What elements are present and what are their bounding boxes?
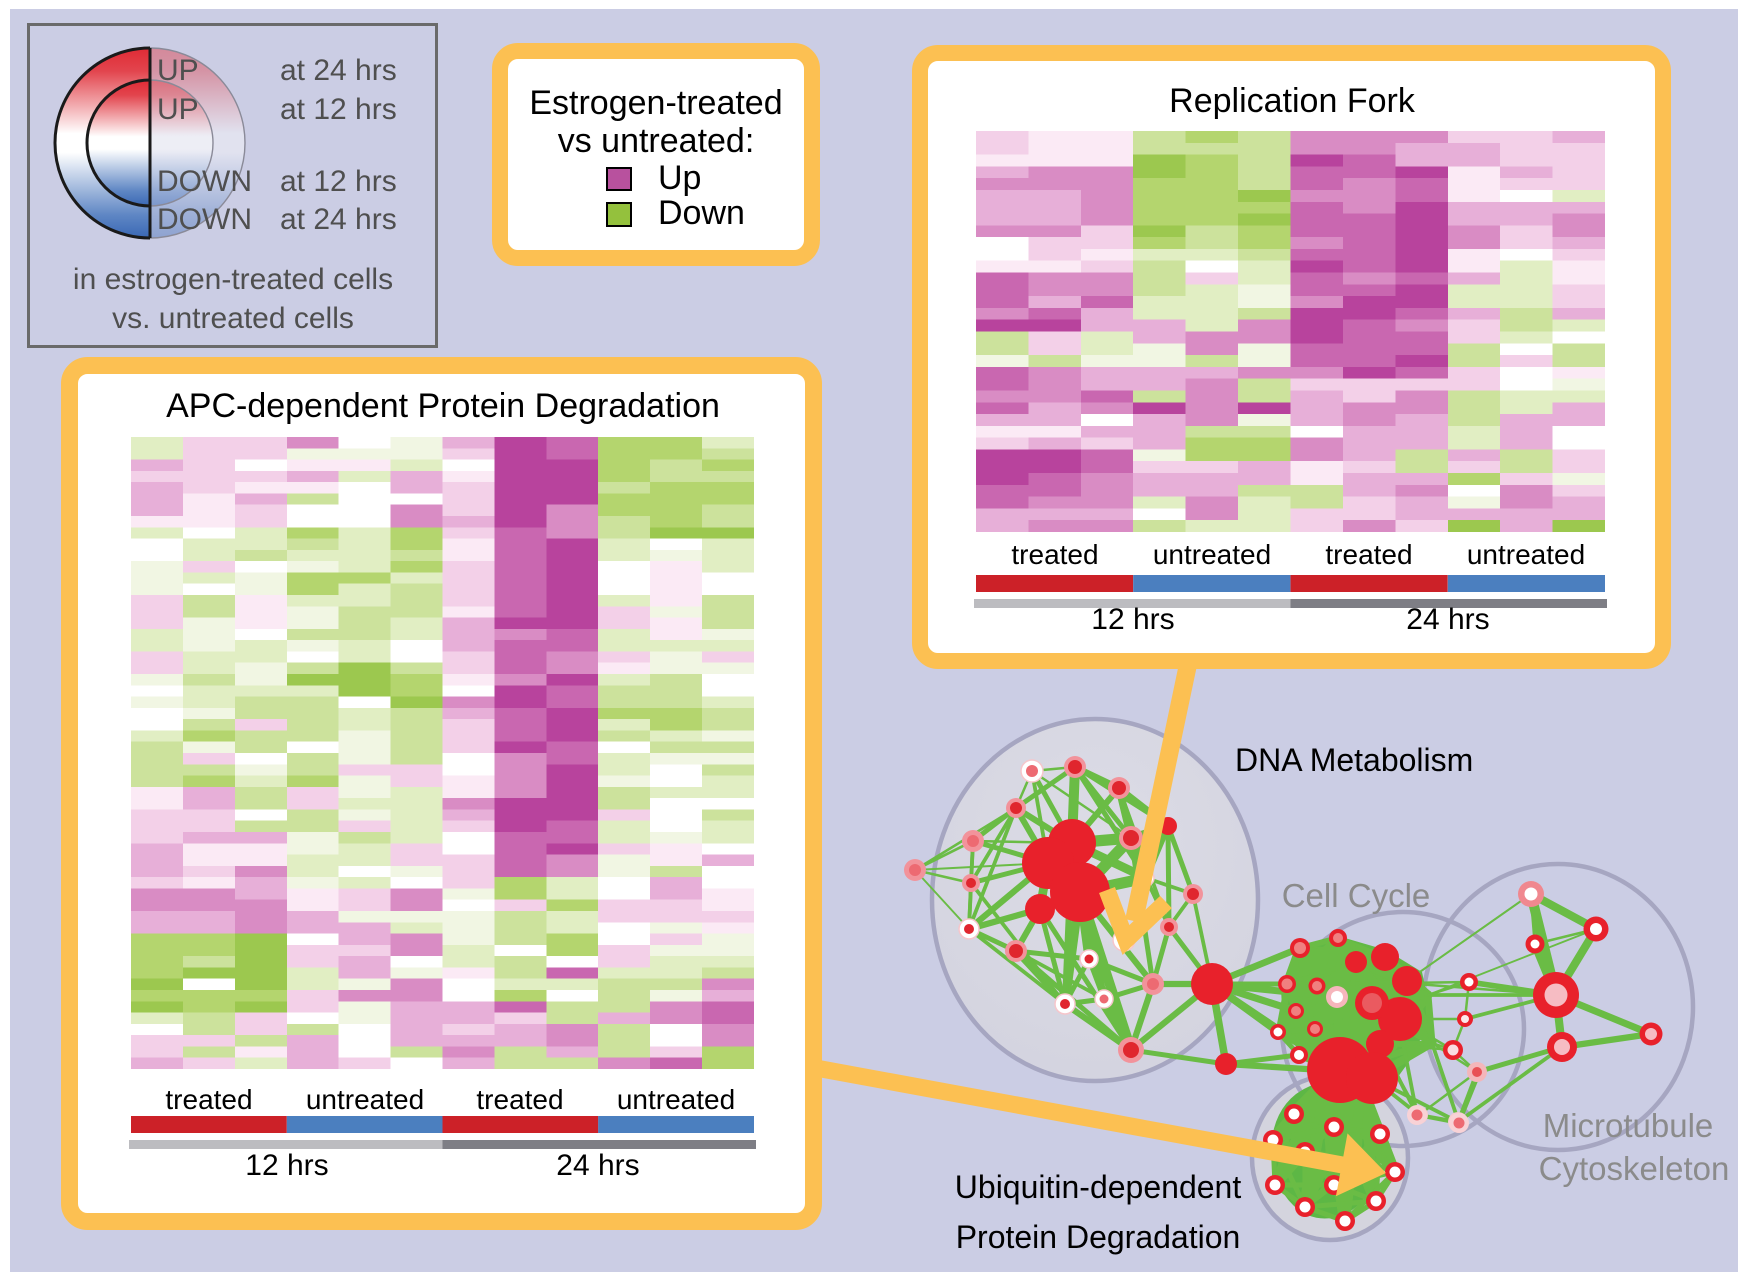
svg-text:untreated: untreated bbox=[617, 1084, 735, 1115]
svg-text:Replication Fork: Replication Fork bbox=[1169, 82, 1416, 120]
svg-text:DNA Metabolism: DNA Metabolism bbox=[1235, 742, 1473, 778]
svg-text:Ubiquitin-dependent: Ubiquitin-dependent bbox=[955, 1169, 1242, 1205]
svg-text:DOWN: DOWN bbox=[157, 165, 252, 198]
svg-text:Up: Up bbox=[658, 159, 701, 197]
svg-text:UP: UP bbox=[157, 93, 199, 126]
svg-text:Estrogen-treated: Estrogen-treated bbox=[529, 84, 782, 122]
svg-text:12 hrs: 12 hrs bbox=[1091, 603, 1174, 636]
svg-text:APC-dependent Protein Degradat: APC-dependent Protein Degradation bbox=[166, 387, 720, 425]
svg-text:untreated: untreated bbox=[306, 1084, 424, 1115]
svg-text:treated: treated bbox=[1011, 539, 1098, 570]
svg-text:vs untreated:: vs untreated: bbox=[558, 122, 755, 160]
svg-text:12 hrs: 12 hrs bbox=[245, 1149, 328, 1182]
svg-text:at 12 hrs: at 12 hrs bbox=[280, 165, 397, 198]
svg-text:untreated: untreated bbox=[1153, 539, 1271, 570]
svg-text:DOWN: DOWN bbox=[157, 203, 252, 236]
svg-text:Microtubule: Microtubule bbox=[1543, 1107, 1714, 1144]
svg-text:untreated: untreated bbox=[1467, 539, 1585, 570]
svg-text:24 hrs: 24 hrs bbox=[556, 1149, 639, 1182]
svg-text:Protein Degradation: Protein Degradation bbox=[956, 1219, 1241, 1255]
svg-text:at 12 hrs: at 12 hrs bbox=[280, 93, 397, 126]
svg-text:treated: treated bbox=[476, 1084, 563, 1115]
svg-text:Down: Down bbox=[658, 194, 745, 232]
svg-text:treated: treated bbox=[165, 1084, 252, 1115]
svg-text:at 24 hrs: at 24 hrs bbox=[280, 203, 397, 236]
svg-text:at 24 hrs: at 24 hrs bbox=[280, 54, 397, 87]
svg-text:in estrogen-treated cells: in estrogen-treated cells bbox=[73, 263, 393, 296]
svg-text:treated: treated bbox=[1325, 539, 1412, 570]
svg-text:Cytoskeleton: Cytoskeleton bbox=[1539, 1150, 1730, 1187]
svg-text:vs. untreated cells: vs. untreated cells bbox=[112, 302, 354, 335]
svg-text:24 hrs: 24 hrs bbox=[1406, 603, 1489, 636]
svg-text:UP: UP bbox=[157, 54, 199, 87]
svg-text:Cell Cycle: Cell Cycle bbox=[1282, 877, 1431, 914]
